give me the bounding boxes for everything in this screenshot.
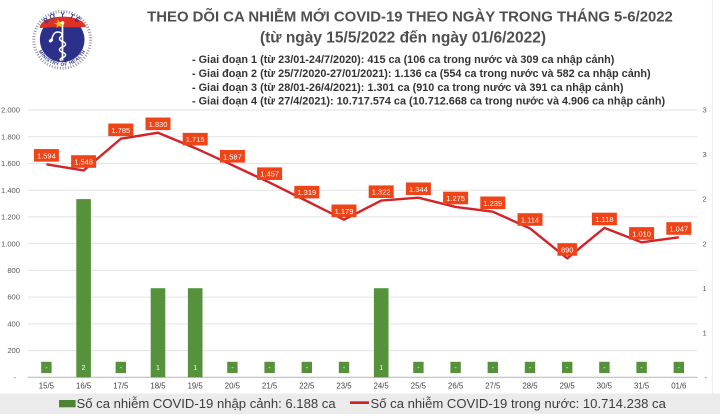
svg-text:1.239: 1.239: [483, 199, 502, 208]
svg-text:3: 3: [703, 150, 707, 159]
svg-text:1.047: 1.047: [669, 224, 688, 233]
svg-text:-: -: [120, 365, 123, 372]
svg-text:- Giai đoạn 2 (từ 25/7/2020-27: - Giai đoạn 2 (từ 25/7/2020-27/01/2021):…: [192, 68, 651, 80]
svg-text:28/5: 28/5: [522, 382, 538, 391]
svg-text:1: 1: [156, 365, 160, 372]
svg-text:-: -: [268, 365, 271, 372]
svg-text:1: 1: [703, 284, 707, 293]
svg-text:1.587: 1.587: [223, 152, 242, 161]
svg-text:2: 2: [82, 365, 86, 372]
svg-text:- Giai đoạn 4 (từ 27/4/2021):: - Giai đoạn 4 (từ 27/4/2021): 10.717.574…: [192, 96, 665, 108]
svg-text:-: -: [454, 365, 457, 372]
svg-text:29/5: 29/5: [560, 382, 576, 391]
svg-text:27/5: 27/5: [485, 382, 501, 391]
svg-text:600: 600: [7, 293, 20, 302]
svg-text:1.785: 1.785: [111, 126, 130, 135]
svg-text:- Giai đoạn 1 (từ 23/01-24/7/2: - Giai đoạn 1 (từ 23/01-24/7/2020): 415 …: [192, 54, 615, 66]
svg-text:-: -: [343, 365, 346, 372]
svg-text:23/5: 23/5: [336, 382, 352, 391]
svg-text:19/5: 19/5: [188, 382, 204, 391]
svg-text:1.548: 1.548: [74, 158, 93, 167]
svg-text:22/5: 22/5: [299, 382, 315, 391]
svg-text:200: 200: [7, 346, 20, 355]
svg-text:1.830: 1.830: [149, 120, 168, 129]
svg-text:-: -: [417, 365, 420, 372]
svg-text:1.118: 1.118: [595, 215, 613, 224]
svg-text:2.000: 2.000: [1, 106, 20, 115]
svg-text:1.200: 1.200: [1, 213, 20, 222]
svg-text:1.594: 1.594: [37, 151, 56, 160]
svg-text:1: 1: [193, 365, 197, 372]
svg-text:(từ ngày 15/5/2022 đến ngày 01: (từ ngày 15/5/2022 đến ngày 01/6/2022): [260, 29, 546, 46]
svg-text:17/5: 17/5: [113, 382, 129, 391]
svg-text:1: 1: [379, 365, 383, 372]
svg-text:-: -: [492, 365, 495, 372]
svg-text:21/5: 21/5: [262, 382, 278, 391]
svg-text:2: 2: [703, 239, 707, 248]
svg-text:1.600: 1.600: [1, 159, 20, 168]
svg-text:3: 3: [703, 106, 707, 115]
svg-text:1.715: 1.715: [186, 135, 205, 144]
svg-text:1.322: 1.322: [372, 188, 391, 197]
svg-text:15/5: 15/5: [39, 382, 55, 391]
svg-text:800: 800: [7, 266, 20, 275]
svg-text:20/5: 20/5: [225, 382, 241, 391]
svg-text:1.400: 1.400: [1, 186, 20, 195]
svg-text:Số ca nhiễm COVID-19 nhập cảnh: Số ca nhiễm COVID-19 nhập cảnh: 6.188 ca: [77, 396, 337, 411]
svg-text:24/5: 24/5: [374, 382, 390, 391]
svg-text:-: -: [640, 365, 643, 372]
svg-text:31/5: 31/5: [634, 382, 650, 391]
svg-text:-: -: [529, 365, 532, 372]
svg-text:1.319: 1.319: [297, 188, 316, 197]
svg-text:-: -: [306, 365, 309, 372]
svg-text:-: -: [705, 373, 708, 382]
svg-text:1.000: 1.000: [1, 239, 20, 248]
svg-text:16/5: 16/5: [76, 382, 92, 391]
svg-text:-: -: [231, 365, 234, 372]
svg-text:- Giai đoạn 3 (từ 28/01-26/4/2: - Giai đoạn 3 (từ 28/01-26/4/2021): 1.30…: [192, 82, 624, 94]
svg-text:THEO DÕI CA NHIỄM MỚI COVID-19: THEO DÕI CA NHIỄM MỚI COVID-19 THEO NGÀY…: [147, 7, 673, 25]
svg-text:30/5: 30/5: [597, 382, 613, 391]
svg-text:-: -: [603, 365, 606, 372]
svg-text:1.275: 1.275: [446, 194, 465, 203]
svg-text:01/6: 01/6: [671, 382, 686, 391]
svg-text:26/5: 26/5: [448, 382, 464, 391]
svg-text:1: 1: [703, 328, 707, 337]
svg-text:-: -: [13, 373, 16, 382]
svg-text:1.010: 1.010: [632, 229, 651, 238]
svg-text:1.179: 1.179: [335, 207, 354, 216]
svg-text:-: -: [678, 365, 681, 372]
svg-text:Số ca nhiễm COVID-19 trong nướ: Số ca nhiễm COVID-19 trong nước: 10.714.…: [371, 396, 667, 411]
svg-text:1.457: 1.457: [260, 170, 279, 179]
svg-text:2: 2: [703, 195, 707, 204]
svg-text:1.344: 1.344: [409, 185, 428, 194]
svg-text:-: -: [566, 365, 569, 372]
svg-text:-: -: [45, 365, 48, 372]
svg-text:1.800: 1.800: [1, 132, 20, 141]
svg-text:400: 400: [7, 319, 20, 328]
svg-text:25/5: 25/5: [411, 382, 427, 391]
svg-text:18/5: 18/5: [150, 382, 166, 391]
svg-text:1.114: 1.114: [521, 216, 539, 225]
svg-text:890: 890: [561, 245, 574, 254]
